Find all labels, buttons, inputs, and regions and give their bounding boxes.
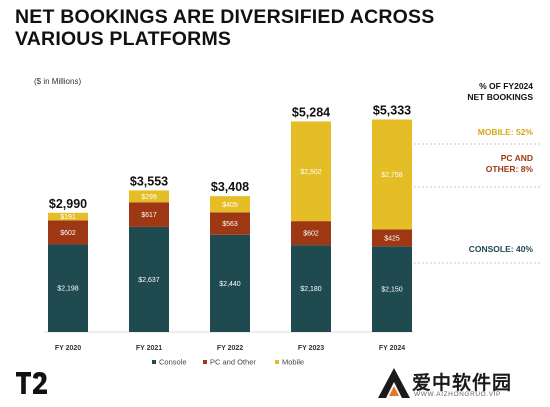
page-title: NET BOOKINGS ARE DIVERSIFIED ACROSS VARI… (15, 6, 455, 50)
bar-segment-mobile (291, 121, 331, 222)
data-label: $2,150 (381, 287, 403, 294)
data-label: $563 (222, 221, 238, 228)
data-label: $191 (60, 214, 76, 221)
data-label: $2,198 (57, 286, 79, 293)
watermark-text: 爱中软件园 (412, 372, 513, 394)
bar-segment-mobile (129, 190, 169, 203)
bar-segment-pc-and-other (129, 202, 169, 227)
data-label: $2,637 (138, 277, 160, 284)
data-label: $405 (222, 202, 238, 209)
legend-swatch (152, 360, 156, 364)
bar-total-label: $2,990 (49, 197, 87, 211)
annotation-console: CONSOLE: 40% (469, 244, 534, 254)
data-label: $602 (60, 230, 76, 237)
bar-segment-mobile (48, 212, 88, 221)
bar-total-label: $5,333 (373, 103, 411, 117)
bar-segment-pc-and-other (372, 229, 412, 247)
annotation-pc: PC AND (501, 153, 533, 163)
bar-segment-pc-and-other (291, 221, 331, 246)
bar-segment-pc-and-other (210, 212, 250, 235)
bar-segment-console (48, 244, 88, 332)
data-label: $617 (141, 212, 157, 219)
data-label: $425 (384, 235, 400, 242)
legend-label: Mobile (282, 358, 304, 367)
bar-segment-mobile (372, 119, 412, 230)
t2-logo (16, 372, 47, 394)
bar-total-label: $3,553 (130, 174, 168, 188)
x-tick-label: FY 2020 (55, 345, 81, 352)
bar-total-label: $5,284 (292, 105, 330, 119)
annotation-header: % OF FY2024 (479, 81, 533, 91)
data-label: $299 (141, 194, 157, 201)
unit-note: ($ in Millions) (34, 77, 82, 86)
bar-total-label: $3,408 (211, 180, 249, 194)
bar-segment-mobile (210, 196, 250, 213)
watermark-url: WWW.AIZHONGRUO.VIP (414, 391, 501, 398)
data-label: $2,758 (381, 172, 403, 179)
data-label: $2,440 (219, 281, 241, 288)
annotation-header: NET BOOKINGS (467, 92, 533, 102)
legend-swatch (275, 360, 279, 364)
x-tick-label: FY 2024 (379, 345, 405, 352)
bar-segment-console (291, 245, 331, 332)
bar-segment-console (372, 246, 412, 332)
bar-segment-console (129, 226, 169, 332)
bar-segment-pc-and-other (48, 220, 88, 245)
title-line-1: NET BOOKINGS ARE DIVERSIFIED ACROSS (15, 6, 435, 28)
x-tick-label: FY 2022 (217, 345, 243, 352)
data-label: $2,502 (300, 169, 322, 176)
title-line-2: VARIOUS PLATFORMS (15, 28, 232, 50)
data-label: $602 (303, 231, 319, 238)
data-label: $2,180 (300, 286, 322, 293)
x-tick-label: FY 2021 (136, 345, 162, 352)
bar-segment-console (210, 234, 250, 332)
annotation-mobile: MOBILE: 52% (478, 127, 534, 137)
watermark-logo-icon (378, 368, 410, 398)
legend-label: PC and Other (210, 358, 256, 367)
legend-label: Console (159, 358, 187, 367)
legend-swatch (203, 360, 207, 364)
watermark: 爱中软件园 WWW.AIZHONGRUO.VIP (378, 366, 546, 404)
x-tick-label: FY 2023 (298, 345, 324, 352)
annotation-pc: OTHER: 8% (486, 164, 534, 174)
